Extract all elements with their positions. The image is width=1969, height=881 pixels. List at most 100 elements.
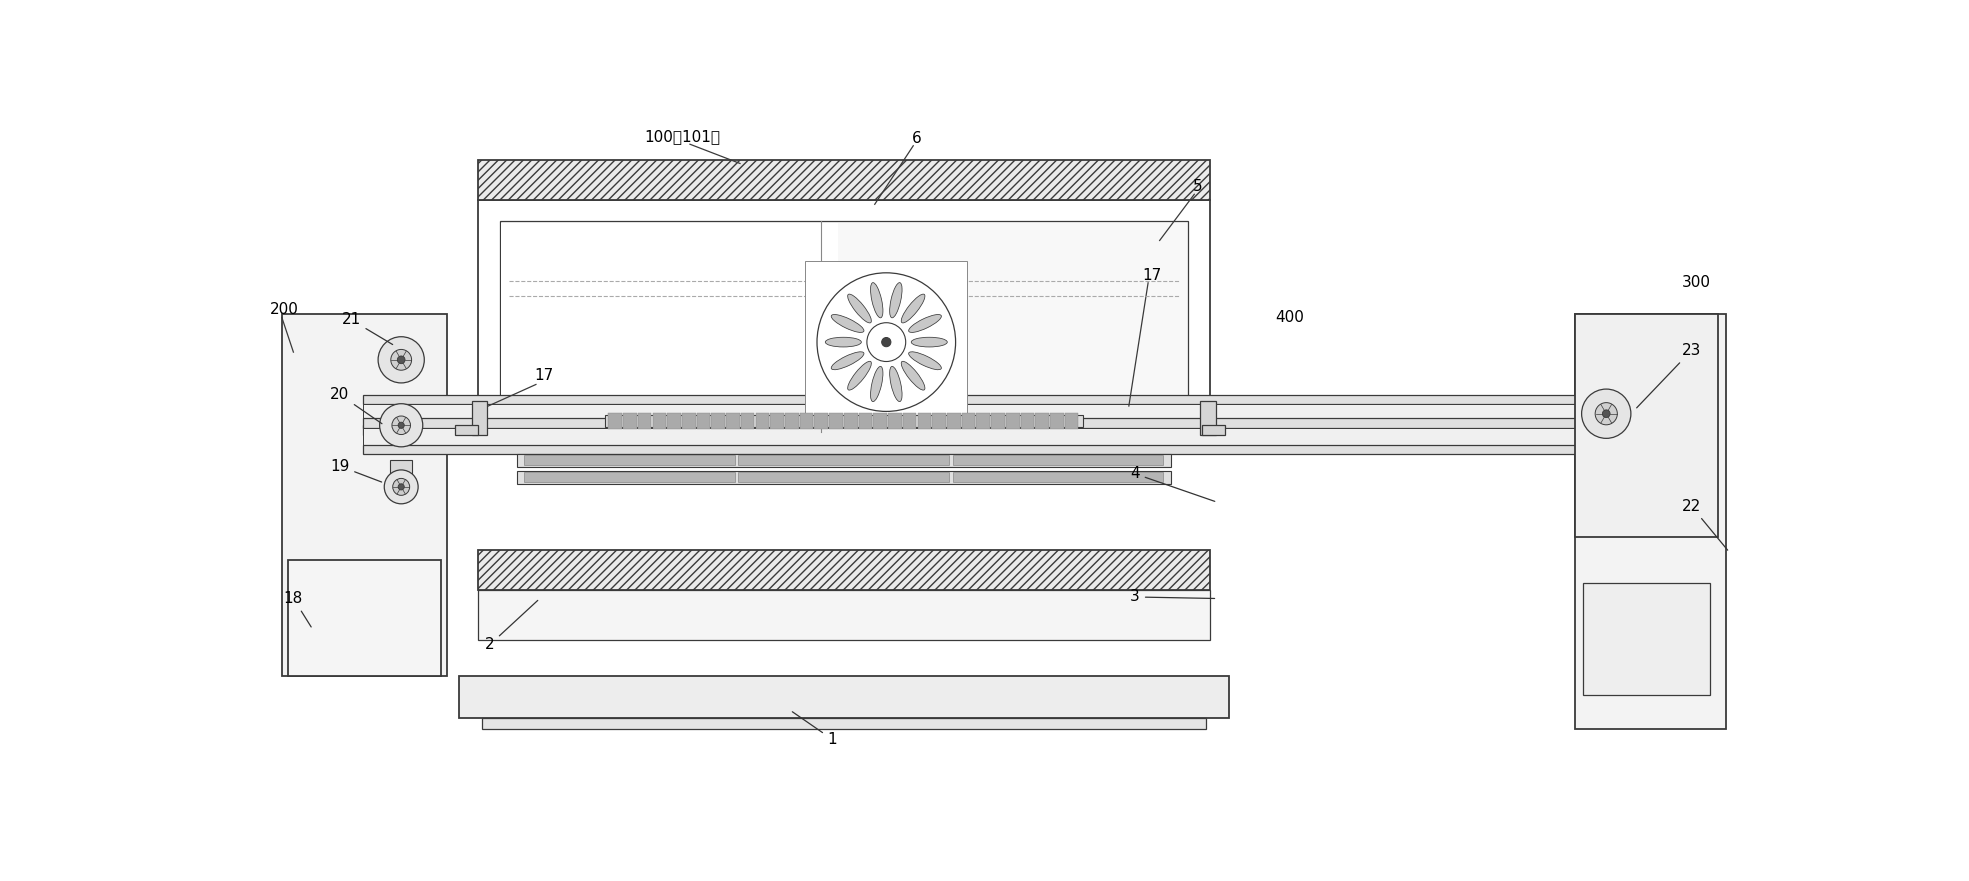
Bar <box>478 200 1209 454</box>
Text: 23: 23 <box>1636 343 1701 408</box>
Ellipse shape <box>908 315 941 332</box>
Bar <box>667 413 681 429</box>
Bar <box>845 413 858 429</box>
Bar <box>608 413 622 429</box>
Circle shape <box>384 470 417 504</box>
Bar <box>516 454 1172 467</box>
Bar <box>953 472 1164 482</box>
Bar <box>1020 413 1034 429</box>
Bar <box>473 401 488 435</box>
Bar <box>478 550 1209 590</box>
Bar <box>977 413 990 429</box>
Circle shape <box>398 422 404 428</box>
Bar <box>287 560 441 676</box>
Bar <box>888 413 902 429</box>
Bar <box>786 413 799 429</box>
Ellipse shape <box>890 366 902 402</box>
Bar <box>756 413 770 429</box>
Bar <box>502 223 837 431</box>
Text: 2: 2 <box>484 601 538 652</box>
Ellipse shape <box>902 361 925 390</box>
Bar <box>455 425 478 435</box>
Text: 18: 18 <box>284 591 311 627</box>
Bar <box>738 455 949 465</box>
Bar <box>362 404 1668 426</box>
Text: 1: 1 <box>792 712 837 747</box>
Ellipse shape <box>831 315 864 332</box>
Circle shape <box>1595 403 1617 425</box>
Bar <box>638 413 652 429</box>
Bar <box>858 413 872 429</box>
Ellipse shape <box>902 294 925 323</box>
Bar <box>622 413 636 429</box>
Bar <box>482 718 1205 729</box>
Bar <box>1036 413 1049 429</box>
Bar <box>931 413 945 429</box>
Ellipse shape <box>847 361 872 390</box>
Bar <box>500 221 1187 433</box>
Bar <box>524 455 734 465</box>
Text: 22: 22 <box>1682 499 1727 550</box>
Circle shape <box>398 484 404 490</box>
Bar <box>1575 314 1717 537</box>
Text: 5: 5 <box>1193 179 1203 194</box>
Bar <box>362 396 1668 404</box>
Bar <box>1201 425 1225 435</box>
Bar <box>362 445 1668 454</box>
Bar <box>1583 583 1711 695</box>
Bar <box>681 413 695 429</box>
Bar <box>362 426 1668 434</box>
Bar <box>805 262 967 423</box>
Text: 19: 19 <box>331 459 382 482</box>
Bar <box>478 590 1209 640</box>
Bar <box>390 460 412 483</box>
Bar <box>815 413 829 429</box>
Bar <box>362 418 1668 427</box>
Bar <box>1575 314 1725 729</box>
Text: 21: 21 <box>341 312 392 344</box>
Bar <box>604 415 1083 426</box>
Text: 100（101）: 100（101） <box>644 129 721 144</box>
Bar <box>459 676 1229 718</box>
Text: 6: 6 <box>912 130 921 145</box>
Bar <box>727 413 740 429</box>
Bar <box>740 413 754 429</box>
Bar <box>1201 401 1217 435</box>
Circle shape <box>390 350 412 370</box>
Bar <box>1065 413 1079 429</box>
Bar <box>874 413 886 429</box>
Circle shape <box>398 356 406 364</box>
Text: 17: 17 <box>534 367 553 382</box>
Bar <box>738 472 949 482</box>
Circle shape <box>380 403 423 447</box>
Bar <box>362 427 1668 445</box>
Bar <box>961 413 975 429</box>
Bar <box>524 472 734 482</box>
Ellipse shape <box>870 366 882 402</box>
Bar <box>1006 413 1020 429</box>
Circle shape <box>882 337 890 347</box>
Bar <box>990 413 1004 429</box>
Text: 17: 17 <box>1142 268 1162 283</box>
Text: 300: 300 <box>1682 276 1711 291</box>
Ellipse shape <box>890 283 902 318</box>
Bar <box>282 314 447 676</box>
Bar <box>711 413 725 429</box>
Text: 200: 200 <box>270 302 299 317</box>
Bar <box>918 413 931 429</box>
Text: 3: 3 <box>1130 589 1215 604</box>
Ellipse shape <box>908 352 941 370</box>
Text: 20: 20 <box>331 387 382 424</box>
Bar <box>799 413 813 429</box>
Bar <box>1049 413 1063 429</box>
Bar <box>829 413 843 429</box>
Circle shape <box>1581 389 1630 439</box>
Ellipse shape <box>825 337 860 347</box>
Circle shape <box>378 337 423 383</box>
Circle shape <box>1603 410 1611 418</box>
Text: 4: 4 <box>1130 466 1215 501</box>
Bar <box>770 413 784 429</box>
Bar <box>904 413 916 429</box>
Bar <box>947 413 961 429</box>
Circle shape <box>392 416 410 434</box>
